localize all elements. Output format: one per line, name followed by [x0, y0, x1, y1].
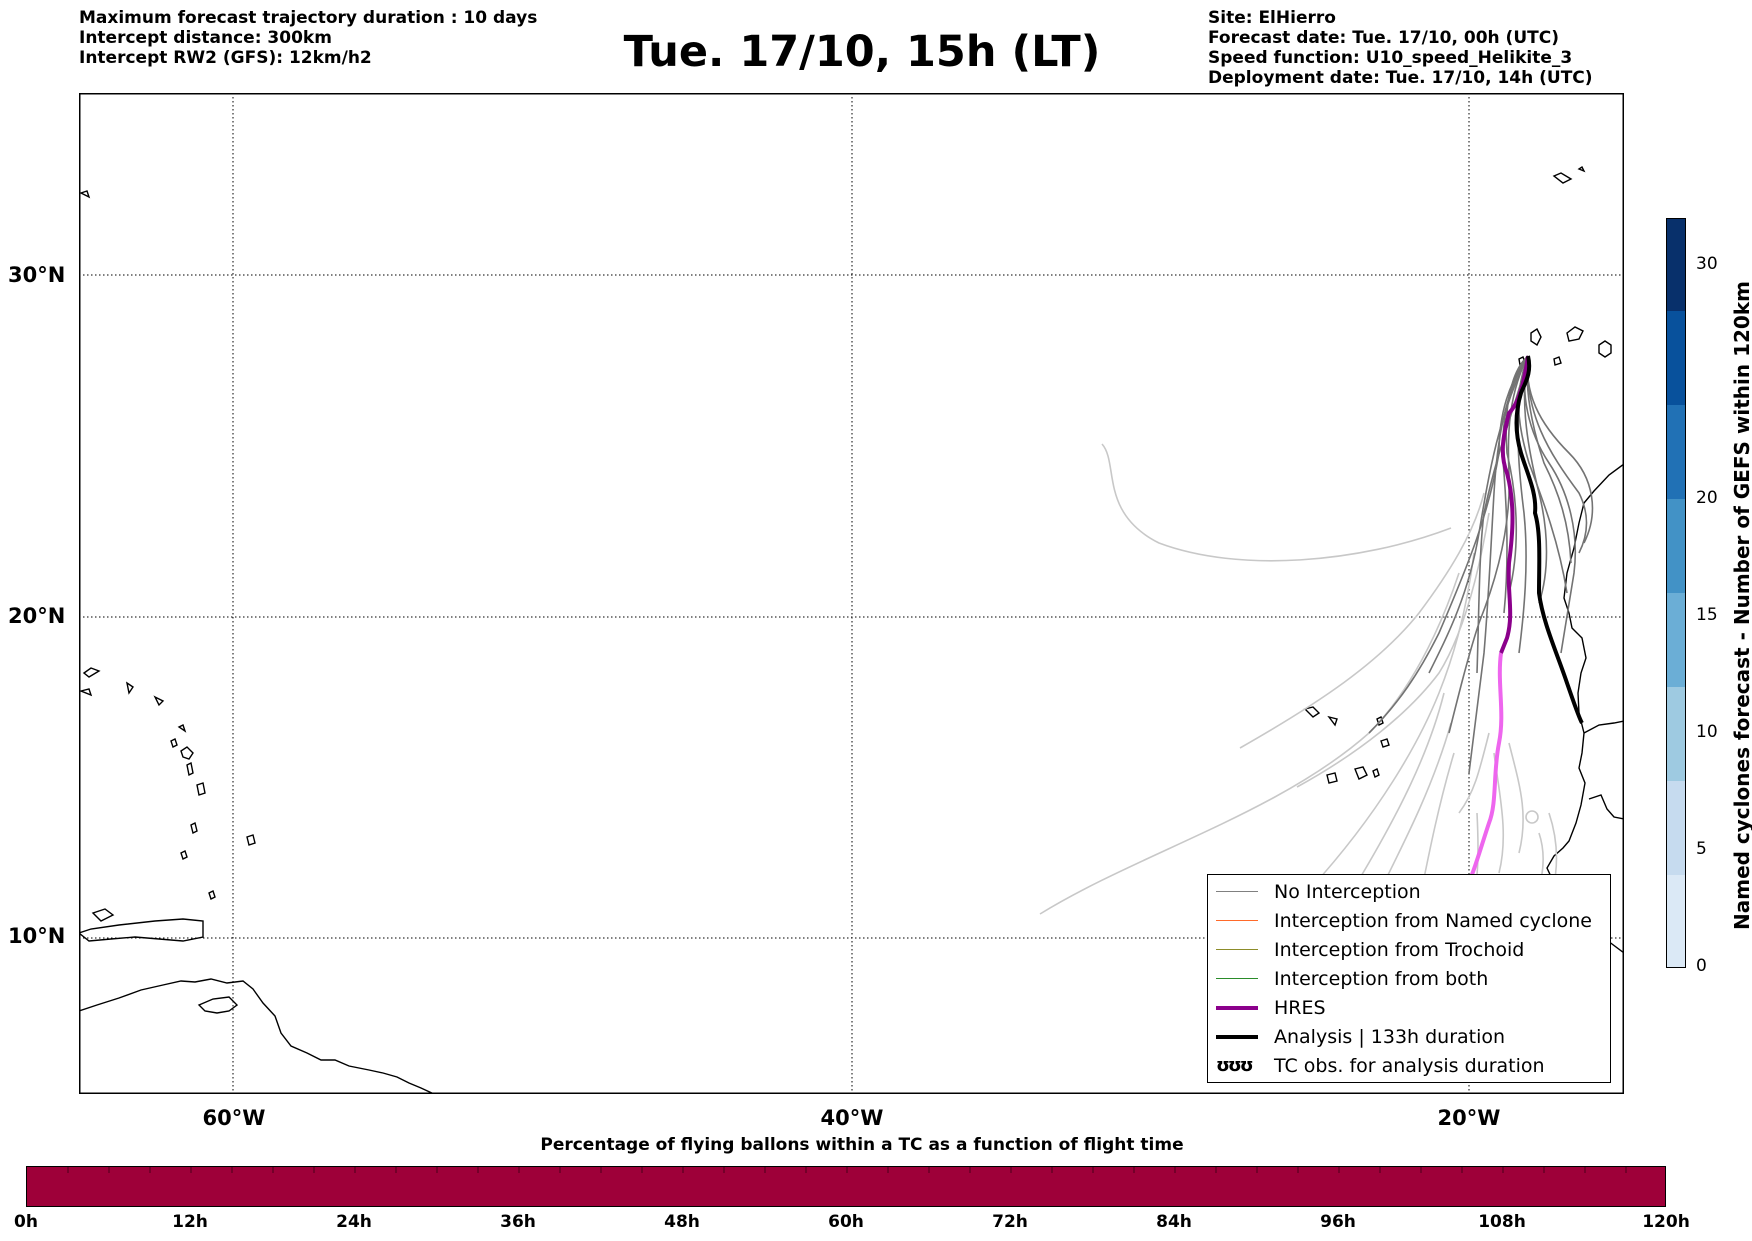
legend-swatch-olive	[1216, 949, 1258, 950]
time-label-0h: 0h	[14, 1212, 38, 1232]
time-bar-ticks	[67, 1167, 1627, 1173]
legend-swatch-gray	[1216, 891, 1258, 892]
time-label-72h: 72h	[992, 1212, 1028, 1232]
tc-percentage-bar	[26, 1166, 1666, 1207]
hres-extension-track	[1462, 652, 1504, 894]
time-label-36h: 36h	[500, 1212, 536, 1232]
colorbar-tick-15: 15	[1696, 605, 1718, 625]
cyclone-colorbar	[1666, 218, 1686, 968]
speed-function-text: Speed function: U10_speed_Helikite_3	[1208, 48, 1573, 68]
intercept-rw2-text: Intercept RW2 (GFS): 12km/h2	[79, 48, 372, 68]
time-label-108h: 108h	[1478, 1212, 1526, 1232]
lon-label-60w: 60°W	[202, 1106, 266, 1130]
time-label-12h: 12h	[172, 1212, 208, 1232]
analysis-track	[1514, 355, 1584, 725]
legend-label: No Interception	[1274, 880, 1421, 903]
legend-swatch-purple	[1216, 1005, 1258, 1010]
deployment-date-text: Deployment date: Tue. 17/10, 14h (UTC)	[1208, 68, 1593, 88]
site-parameters: Site: ElHierro Forecast date: Tue. 17/10…	[1208, 8, 1593, 88]
legend-swatch-orange	[1216, 920, 1258, 921]
forecast-parameters: Maximum forecast trajectory duration : 1…	[79, 8, 537, 68]
time-bar-title: Percentage of flying ballons within a TC…	[540, 1135, 1184, 1155]
time-label-120h: 120h	[1642, 1212, 1690, 1232]
legend-label: Interception from Trochoid	[1274, 938, 1525, 961]
lat-label-20n: 20°N	[8, 604, 66, 628]
colorbar-gradient	[1667, 219, 1685, 967]
legend-item-both: Interception from both	[1216, 964, 1488, 993]
map-gridlines	[79, 93, 1624, 1094]
legend-item-no-interception: No Interception	[1216, 877, 1421, 906]
legend-label: Interception from Named cyclone	[1274, 909, 1592, 932]
tc-symbol-icon: ʊʊʊ	[1216, 1055, 1254, 1076]
colorbar-title: Named cyclones forecast - Number of GEFS…	[1730, 281, 1752, 930]
legend-label: Analysis | 133h duration	[1274, 1025, 1506, 1048]
colorbar-tick-20: 20	[1696, 488, 1718, 508]
legend-label: Interception from both	[1274, 967, 1489, 990]
max-duration-text: Maximum forecast trajectory duration : 1…	[79, 8, 538, 28]
legend-label: HRES	[1274, 996, 1326, 1019]
intercept-distance-text: Intercept distance: 300km	[79, 28, 332, 48]
legend-label: TC obs. for analysis duration	[1274, 1054, 1545, 1077]
colorbar-tick-0: 0	[1696, 956, 1707, 976]
lon-label-20w: 20°W	[1437, 1106, 1501, 1130]
lat-label-30n: 30°N	[8, 263, 66, 287]
time-label-84h: 84h	[1156, 1212, 1192, 1232]
legend-item-tc-obs: ʊʊʊ TC obs. for analysis duration	[1216, 1051, 1545, 1080]
coastlines	[79, 165, 1624, 1094]
lon-label-40w: 40°W	[820, 1106, 884, 1130]
lat-label-10n: 10°N	[8, 924, 66, 948]
colorbar-tick-5: 5	[1696, 839, 1707, 859]
forecast-date-text: Forecast date: Tue. 17/10, 00h (UTC)	[1208, 28, 1559, 48]
site-text: Site: ElHierro	[1208, 8, 1336, 28]
colorbar-tick-30: 30	[1696, 254, 1718, 274]
legend-swatch-black	[1216, 1034, 1258, 1039]
legend-item-named-cyclone: Interception from Named cyclone	[1216, 906, 1592, 935]
time-label-48h: 48h	[664, 1212, 700, 1232]
time-label-96h: 96h	[1320, 1212, 1356, 1232]
time-label-60h: 60h	[828, 1212, 864, 1232]
colorbar-tick-10: 10	[1696, 722, 1718, 742]
legend-item-trochoid: Interception from Trochoid	[1216, 935, 1524, 964]
map-legend: No Interception Interception from Named …	[1207, 874, 1611, 1083]
legend-item-hres: HRES	[1216, 993, 1326, 1022]
page-title: Tue. 17/10, 15h (LT)	[623, 27, 1101, 77]
legend-swatch-green	[1216, 978, 1258, 979]
hres-track	[1499, 355, 1530, 654]
legend-item-analysis: Analysis | 133h duration	[1216, 1022, 1505, 1051]
time-label-24h: 24h	[336, 1212, 372, 1232]
